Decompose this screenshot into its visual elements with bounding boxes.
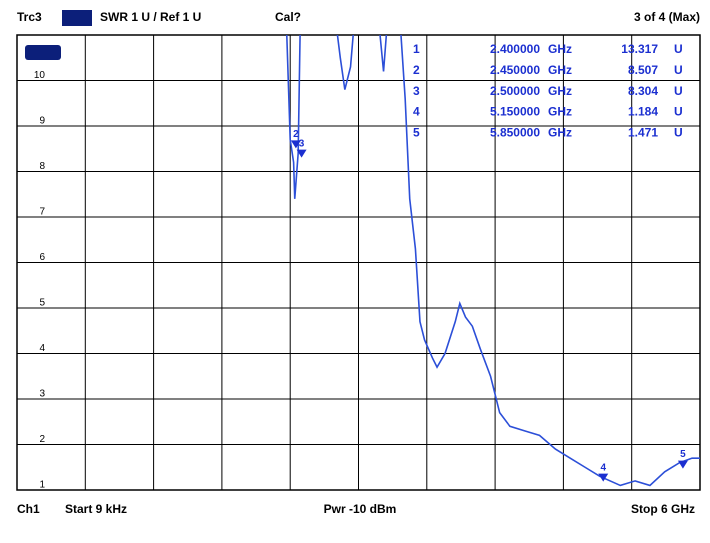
- scale-label: SWR 1 U / Ref 1 U: [100, 10, 201, 24]
- y-tick-label: 3: [39, 389, 45, 400]
- marker-tag: 4: [600, 462, 606, 473]
- y-tick-label: 1: [39, 480, 45, 491]
- trace-line: [285, 35, 700, 487]
- power: Pwr -10 dBm: [324, 502, 397, 516]
- marker-freq: 2.450000: [490, 63, 540, 77]
- marker: [677, 460, 688, 469]
- marker-freq-unit: GHz: [548, 42, 572, 56]
- marker-name: 1: [413, 42, 420, 56]
- y-tick-label: 9: [39, 116, 45, 127]
- y-tick-label: 5: [39, 298, 45, 309]
- marker-freq: 2.500000: [490, 84, 540, 98]
- trace-badge: [62, 10, 92, 26]
- marker-name: 5: [413, 125, 420, 139]
- marker: [296, 149, 307, 158]
- channel: Ch1: [17, 502, 40, 516]
- stop-freq: Stop 6 GHz: [631, 502, 695, 516]
- marker-name: 3: [413, 84, 420, 98]
- marker-name: 4: [413, 105, 420, 119]
- start-freq: Start 9 kHz: [65, 502, 127, 516]
- marker-value-unit: U: [674, 63, 683, 77]
- y-tick-label: 6: [39, 252, 45, 263]
- trace-count: 3 of 4 (Max): [634, 10, 700, 24]
- trace-label: Trc3: [17, 10, 42, 24]
- cal-label: Cal?: [275, 10, 301, 24]
- marker-value-unit: U: [674, 125, 683, 139]
- y-tick-label: 8: [39, 161, 45, 172]
- marker-freq-unit: GHz: [548, 105, 572, 119]
- y-tick-label: 10: [34, 70, 46, 81]
- marker-value-unit: U: [674, 42, 683, 56]
- marker: [290, 140, 301, 149]
- marker-value: 1.184: [628, 105, 658, 119]
- plot: 123456789101234512.400000GHz13.317U22.45…: [16, 34, 701, 491]
- marker-value-unit: U: [674, 105, 683, 119]
- marker-freq: 2.400000: [490, 42, 540, 56]
- y-tick-label: 7: [39, 207, 45, 218]
- marker-tag: 3: [299, 138, 305, 149]
- marker-freq: 5.150000: [490, 105, 540, 119]
- marker-tag: 5: [680, 449, 686, 460]
- y-tick-label: 2: [39, 434, 45, 445]
- marker-freq-unit: GHz: [548, 63, 572, 77]
- marker-value-unit: U: [674, 84, 683, 98]
- marker-freq-unit: GHz: [548, 84, 572, 98]
- y-tick-label: 4: [39, 343, 45, 354]
- marker: [598, 473, 609, 482]
- marker-value: 1.471: [628, 125, 658, 139]
- marker-value: 13.317: [621, 42, 658, 56]
- marker-name: 2: [413, 63, 420, 77]
- marker-value: 8.304: [628, 84, 658, 98]
- marker-freq: 5.850000: [490, 125, 540, 139]
- overlay-badge: [25, 45, 61, 60]
- marker-value: 8.507: [628, 63, 658, 77]
- marker-freq-unit: GHz: [548, 125, 572, 139]
- marker-tag: 2: [293, 129, 299, 140]
